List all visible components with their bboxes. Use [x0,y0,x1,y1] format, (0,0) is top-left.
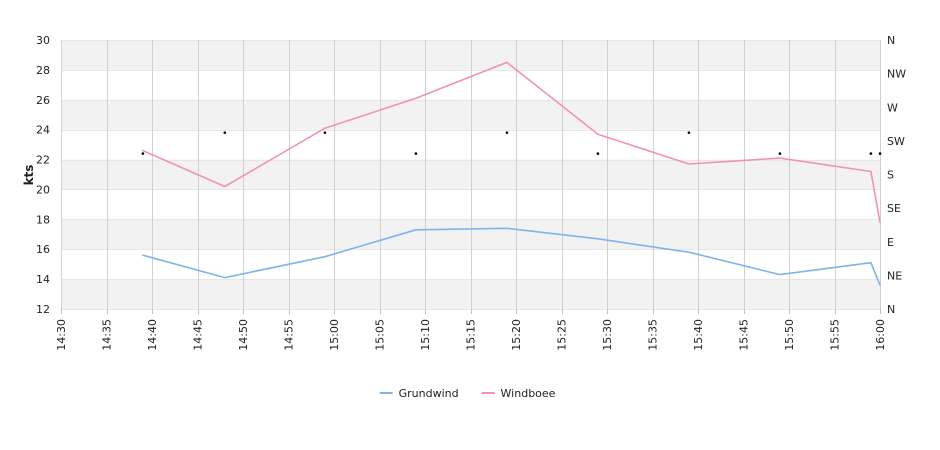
legend[interactable]: Grundwind Windboee [379,387,556,400]
x-tick-label: 14:35 [101,319,114,351]
plot-band [61,219,880,250]
x-tick-label: 15:55 [829,319,842,351]
direction-tick-label: SW [887,135,905,148]
direction-tick-label: N [887,34,895,47]
x-tick-label: 15:05 [374,319,387,351]
vertical-gridlines [61,40,881,314]
y-tick-labels: 12 14 16 18 20 22 24 26 28 30 [36,34,50,316]
y-axis-title: kts [22,165,36,186]
legend-label: Grundwind [399,387,459,400]
direction-tick-label: NW [887,68,906,81]
direction-tick-label: SE [887,202,901,215]
x-tick-labels: 14:30 14:35 14:40 14:45 14:50 14:55 15:00 15:05… [55,319,887,351]
y-tick-label: 30 [36,34,50,47]
direction-point [869,152,873,155]
direction-points [141,131,882,155]
plot-band [61,279,880,309]
x-tick-label: 14:50 [237,319,250,351]
x-tick-label: 15:40 [692,319,705,351]
x-tick-label: 16:00 [874,319,887,351]
direction-point [778,152,782,155]
direction-tick-label: W [887,101,898,114]
y-tick-label: 20 [36,183,50,196]
direction-tick-labels: N NW W SW S SE E NE N [887,34,906,316]
x-tick-label: 15:30 [601,319,614,351]
y-tick-label: 26 [36,94,50,107]
horizontal-gridlines [61,40,880,310]
plot-band [61,40,880,70]
direction-point [878,152,882,155]
plot-bands [61,40,880,309]
series-line-windboee [142,61,881,224]
x-tick-label: 15:15 [465,319,478,351]
x-tick-label: 14:40 [146,319,159,351]
series-line-grundwind [142,227,881,286]
direction-point [505,131,509,134]
y-tick-label: 16 [36,243,50,256]
x-tick-label: 15:50 [783,319,796,351]
y-tick-label: 28 [36,64,50,77]
x-tick-label: 15:20 [510,319,523,351]
y-tick-label: 22 [36,154,50,167]
direction-point [223,131,227,134]
x-tick-label: 15:00 [328,319,341,351]
x-tick-label: 14:45 [192,319,205,351]
direction-point [687,131,691,134]
x-tick-label: 14:30 [55,319,68,351]
direction-tick-label: S [887,169,894,182]
y-tick-label: 24 [36,124,50,137]
direction-point [141,152,145,155]
direction-point [596,152,600,155]
plot-band [61,99,880,130]
y-tick-label: 14 [36,273,50,286]
legend-item-grundwind[interactable]: Grundwind [379,387,459,400]
direction-point [414,152,418,155]
x-tick-label: 15:10 [419,319,432,351]
x-tick-label: 15:25 [556,319,569,351]
direction-tick-label: E [887,236,894,249]
direction-point [323,131,327,134]
x-tick-label: 15:45 [738,319,751,351]
legend-item-windboee[interactable]: Windboee [481,387,556,400]
direction-tick-label: N [887,303,895,316]
series-lines [142,61,881,286]
plot-band [61,159,880,190]
direction-tick-label: NE [887,269,902,282]
x-tick-label: 14:55 [283,319,296,351]
y-tick-label: 12 [36,303,50,316]
y-tick-label: 18 [36,213,50,226]
x-tick-label: 15:35 [647,319,660,351]
legend-label: Windboee [501,387,556,400]
